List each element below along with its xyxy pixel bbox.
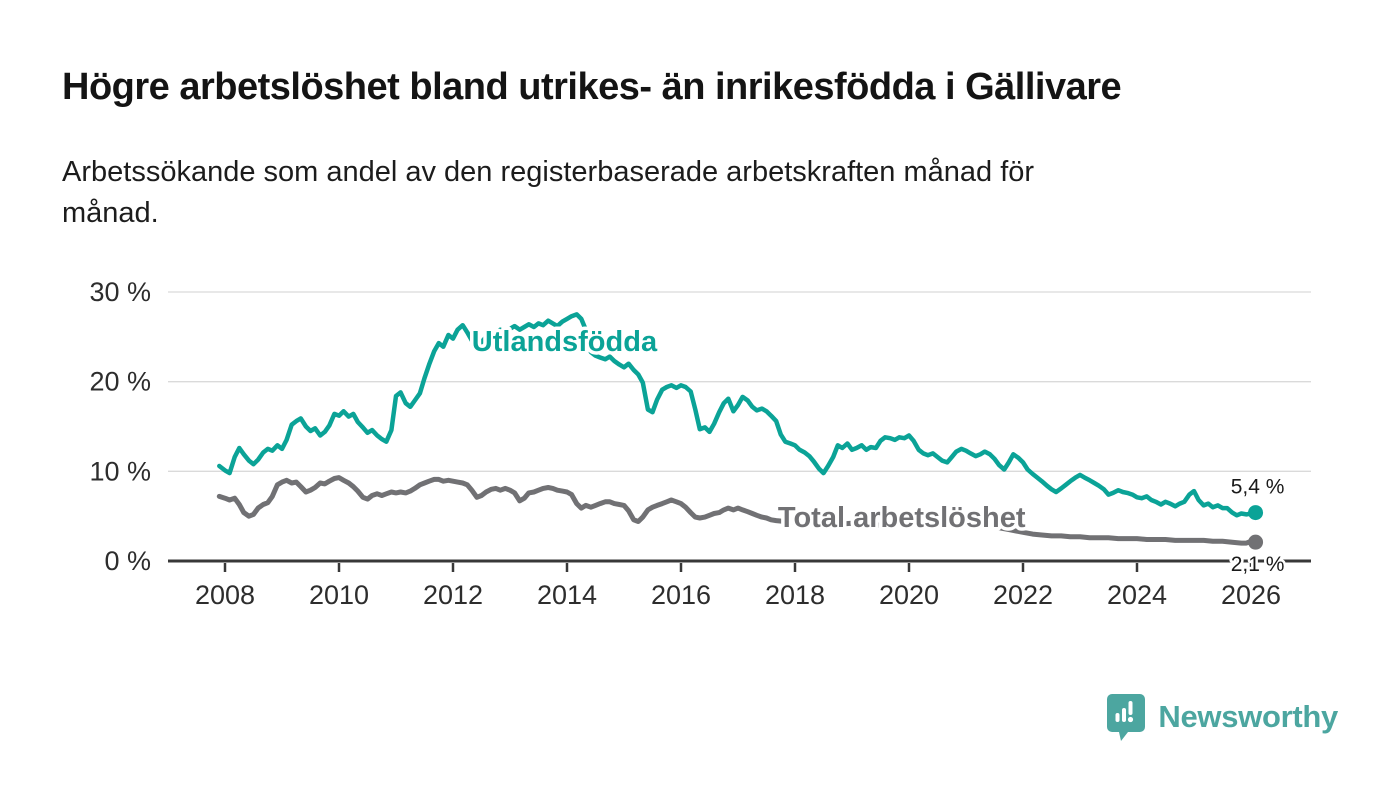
x-tick-label: 2024 xyxy=(1107,580,1167,610)
series-label-utlandsf-dda: Utlandsfödda xyxy=(472,326,658,358)
bar-tall xyxy=(1122,708,1127,722)
y-tick-label: 10 % xyxy=(89,456,151,486)
chart-subtitle: Arbetssökande som andel av den registerb… xyxy=(62,152,1322,234)
bar-small xyxy=(1115,713,1120,722)
x-tick-label: 2012 xyxy=(423,580,483,610)
total-arbetsloshet-line xyxy=(216,475,1259,546)
x-tick-label: 2010 xyxy=(309,580,369,610)
series-label-total-arbetsl-shet: Total arbetslöshet xyxy=(778,502,1026,534)
utlandsfodda-end-dot xyxy=(1248,505,1264,521)
y-tick-label: 20 % xyxy=(89,367,151,397)
newsworthy-logo-icon xyxy=(1107,694,1146,741)
subtitle-line-1: Arbetssökande som andel av den registerb… xyxy=(62,156,1035,188)
x-tick-label: 2026 xyxy=(1221,580,1281,610)
x-tick-label: 2020 xyxy=(879,580,939,610)
utlandsfodda-end-value-label: 5,4 % xyxy=(1231,476,1285,499)
total-end-dot xyxy=(1248,534,1264,550)
x-tick-label: 2018 xyxy=(765,580,825,610)
x-tick-label: 2014 xyxy=(537,580,597,610)
x-tick-label: 2022 xyxy=(993,580,1053,610)
x-tick-label: 2016 xyxy=(651,580,711,610)
y-tick-label: 0 % xyxy=(104,546,151,576)
subtitle-line-2: månad. xyxy=(62,197,159,229)
utlandsfodda-line xyxy=(217,312,1258,518)
newsworthy-brand: Newsworthy xyxy=(1107,692,1338,742)
exclamation-dot xyxy=(1128,716,1134,723)
total-end-value-label: 2,1 % xyxy=(1231,553,1285,576)
x-tick-label: 2008 xyxy=(195,580,255,610)
y-tick-label: 30 % xyxy=(89,277,151,307)
exclamation-stem xyxy=(1128,701,1133,715)
page-title: Högre arbetslöshet bland utrikes- än inr… xyxy=(62,66,1122,108)
brand-name: Newsworthy xyxy=(1158,699,1338,734)
